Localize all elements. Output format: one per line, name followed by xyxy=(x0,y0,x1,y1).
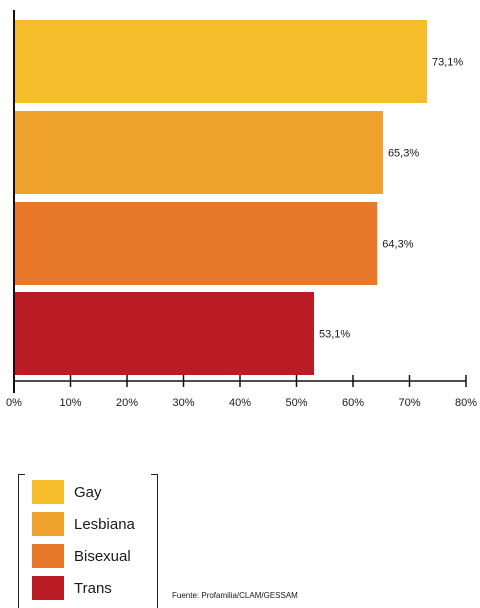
legend-swatch-lesbiana xyxy=(32,512,64,536)
legend-item-trans: Trans xyxy=(32,576,112,600)
x-tick-label-80: 80% xyxy=(455,397,477,409)
x-tick-label-70: 70% xyxy=(398,397,420,409)
legend-label-trans: Trans xyxy=(74,579,112,597)
legend-item-gay: Gay xyxy=(32,480,102,504)
bar-value-label-bisexual: 64,3% xyxy=(382,239,413,251)
legend-swatch-gay xyxy=(32,480,64,504)
bar-lesbiana xyxy=(14,111,383,194)
bar-value-label-gay: 73,1% xyxy=(432,57,463,69)
legend-label-gay: Gay xyxy=(74,483,102,501)
legend-swatch-trans xyxy=(32,576,64,600)
x-tick-label-20: 20% xyxy=(116,397,138,409)
bar-bisexual xyxy=(14,202,378,285)
x-tick-label-60: 60% xyxy=(342,397,364,409)
bar-value-label-trans: 53,1% xyxy=(319,329,350,341)
legend-item-lesbiana: Lesbiana xyxy=(32,512,135,536)
legend-swatch-bisexual xyxy=(32,544,64,568)
x-tick-label-50: 50% xyxy=(285,397,307,409)
bar-chart: 73,1% 65,3% 64,3% 53,1% 0% 10% 20% 30% 40% 50% 60%… xyxy=(6,10,477,409)
legend-label-bisexual: Bisexual xyxy=(74,547,131,565)
legend: Gay Lesbiana Bisexual Trans xyxy=(18,474,158,608)
x-tick-label-0: 0% xyxy=(6,397,22,409)
legend-bracket-right xyxy=(151,474,158,608)
legend-item-bisexual: Bisexual xyxy=(32,544,131,568)
legend-bracket-left xyxy=(18,474,25,608)
source-note: Fuente: Profamilia/CLAM/GESSAM xyxy=(172,591,298,600)
bar-trans xyxy=(14,292,315,375)
legend-label-lesbiana: Lesbiana xyxy=(74,515,135,533)
bar-gay xyxy=(14,20,428,103)
x-tick-label-10: 10% xyxy=(59,397,81,409)
x-tick-label-40: 40% xyxy=(229,397,251,409)
x-tick-label-30: 30% xyxy=(172,397,194,409)
bar-value-label-lesbiana: 65,3% xyxy=(388,148,419,160)
